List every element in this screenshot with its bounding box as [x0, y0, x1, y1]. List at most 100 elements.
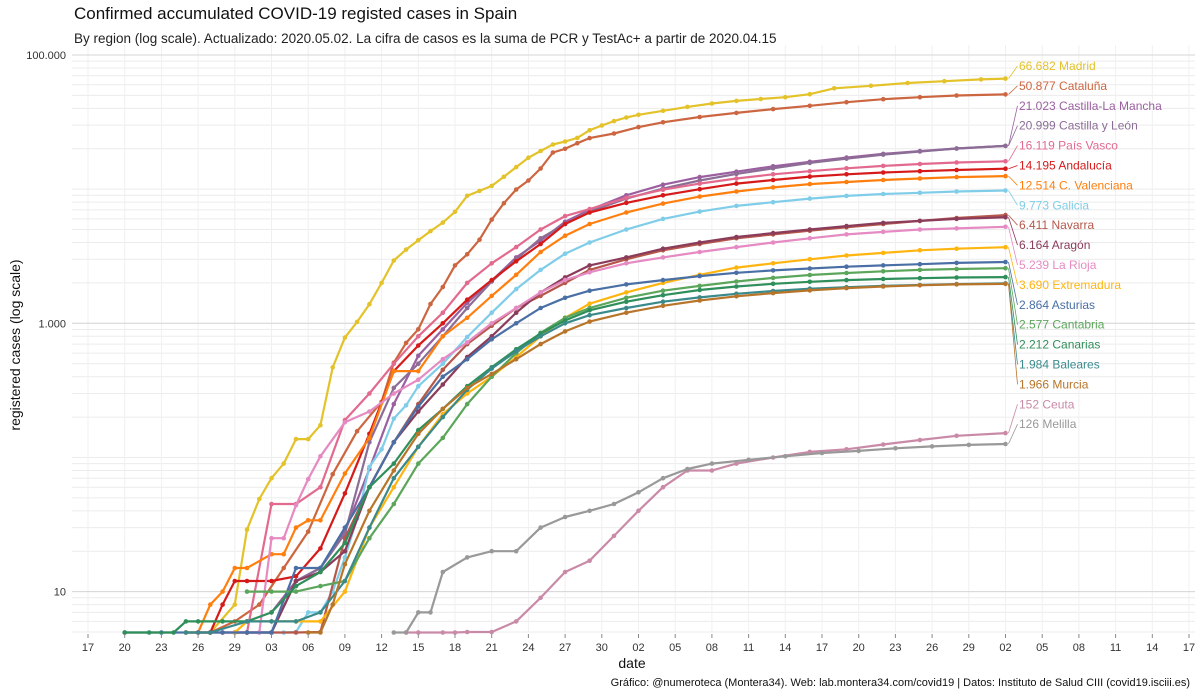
x-tick-label: 30 [596, 642, 608, 654]
data-point [416, 334, 421, 339]
data-point [954, 216, 959, 222]
data-point [293, 583, 299, 589]
series-madrid [183, 76, 1008, 635]
data-point [269, 589, 274, 594]
data-point [1003, 143, 1008, 149]
data-point [587, 288, 592, 294]
data-point [513, 321, 519, 326]
data-point [513, 244, 519, 250]
data-point [440, 569, 446, 575]
data-point [587, 206, 592, 212]
data-point [391, 361, 397, 367]
data-point [367, 464, 372, 470]
data-point [354, 319, 360, 325]
series-label: 20.999 Castilla y León [1019, 119, 1138, 133]
data-point [660, 292, 666, 298]
y-tick-label: 100.000 [26, 50, 66, 62]
data-point [342, 420, 348, 425]
data-point [624, 282, 629, 287]
label-leader [1008, 277, 1018, 345]
data-point [807, 227, 813, 232]
data-point [954, 275, 959, 280]
data-point [318, 546, 323, 551]
data-point [660, 108, 666, 114]
series-asturias [122, 259, 1008, 635]
data-point [660, 182, 666, 187]
x-tick-label: 21 [486, 642, 498, 654]
data-point [844, 285, 849, 291]
data-point [550, 150, 556, 155]
data-point [501, 174, 507, 180]
data-point [464, 252, 470, 257]
x-tick-label: 29 [229, 642, 241, 654]
data-point [477, 188, 482, 194]
data-point [513, 187, 519, 192]
data-point [734, 279, 739, 284]
data-point [318, 484, 323, 490]
data-point [697, 194, 702, 199]
data-point [844, 277, 849, 283]
data-point [257, 602, 262, 607]
x-tick-label: 17 [1183, 642, 1195, 654]
data-point [269, 578, 274, 584]
data-point [440, 630, 446, 635]
series-label: 1.966 Murcia [1019, 377, 1089, 391]
data-point [538, 334, 543, 339]
data-point [269, 535, 274, 541]
data-point [342, 335, 348, 340]
data-point [416, 377, 421, 383]
x-tick-label: 26 [926, 642, 938, 654]
data-point [538, 166, 543, 171]
x-tick-label: 18 [449, 642, 461, 654]
data-point [734, 110, 739, 116]
data-point [257, 496, 262, 502]
data-point [624, 200, 629, 206]
data-point [416, 610, 421, 615]
data-point [954, 160, 959, 165]
data-point [513, 259, 519, 264]
data-point [1003, 92, 1008, 97]
data-point [611, 501, 617, 507]
data-point [489, 293, 495, 299]
data-point [342, 555, 348, 560]
data-point [783, 94, 788, 100]
data-point [807, 266, 813, 271]
series-label: 21.023 Castilla-La Mancha [1019, 99, 1162, 113]
data-point [954, 146, 959, 151]
series-line [124, 276, 1006, 634]
data-point [978, 77, 984, 82]
data-point [697, 181, 702, 186]
data-point [416, 404, 421, 409]
data-point [880, 220, 886, 226]
data-point [513, 286, 519, 292]
data-point [905, 80, 910, 86]
data-point [281, 535, 287, 541]
data-point [917, 261, 923, 267]
data-point [587, 558, 592, 563]
data-point [428, 228, 433, 234]
data-point [954, 226, 959, 231]
data-point [734, 176, 739, 181]
data-point [770, 177, 776, 183]
data-point [734, 234, 739, 240]
data-point [624, 261, 629, 266]
data-point [526, 155, 531, 160]
data-point [562, 221, 568, 227]
data-point [636, 124, 641, 130]
label-leader [1008, 261, 1018, 305]
data-point [293, 525, 299, 530]
data-point [685, 104, 690, 110]
data-point [624, 290, 629, 295]
data-point [220, 602, 225, 607]
data-point [917, 168, 923, 174]
data-point [660, 193, 666, 198]
data-point [954, 174, 959, 180]
data-point [844, 179, 849, 185]
data-point [538, 290, 543, 295]
x-tick-label: 20 [853, 642, 865, 654]
data-point [917, 176, 923, 181]
data-point [244, 619, 250, 624]
data-point [305, 476, 311, 482]
data-point [562, 321, 568, 326]
data-point [880, 96, 886, 102]
